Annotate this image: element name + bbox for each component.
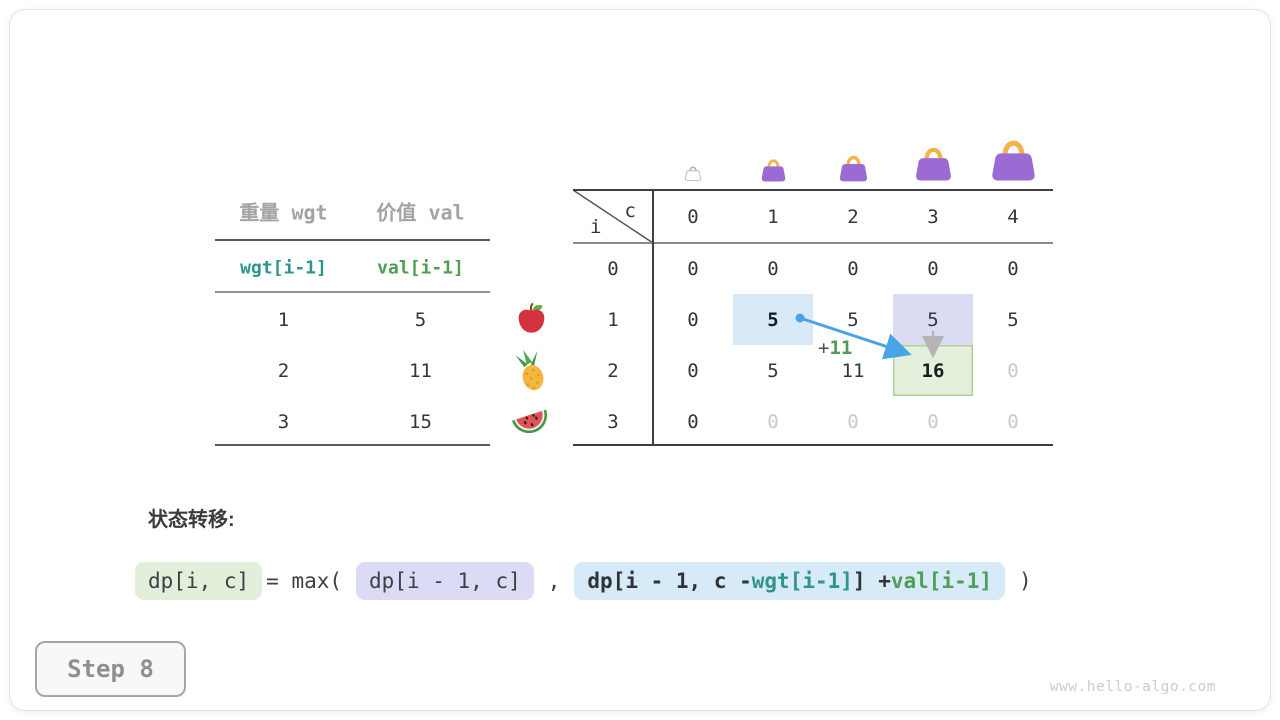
add-value-annotation: +11	[818, 337, 852, 359]
dp-col-header: 2	[847, 205, 859, 228]
item-table-var-weight: wgt[i-1]	[240, 257, 327, 279]
plus-sign: +	[818, 337, 830, 359]
bag-icon-medium	[839, 155, 868, 182]
dp-row-header: 0	[607, 257, 619, 280]
dp-cell: 0	[847, 257, 859, 280]
item-table-rule-top	[215, 239, 490, 241]
item-value: 5	[414, 309, 427, 331]
dp-cell: 0	[1007, 359, 1019, 382]
dp-cell: 0	[1007, 257, 1019, 280]
bag-icon-large	[916, 147, 951, 181]
watermelon-icon	[511, 409, 548, 434]
dp-col-header: 3	[927, 205, 939, 228]
corner-col-label: c	[624, 200, 636, 222]
dp-cell-source-take: 5	[733, 294, 813, 345]
bag-icon-small	[761, 159, 786, 182]
take-chip-wgt: wgt[i-1]	[751, 569, 853, 593]
dp-cell: 5	[767, 359, 779, 382]
corner-row-label: i	[590, 216, 602, 238]
added-value: 11	[829, 337, 853, 359]
formula-comma: ,	[547, 569, 561, 593]
dp-cell-source-keep: 5	[893, 294, 973, 345]
dp-cell: 0	[847, 410, 859, 433]
item-table-var-value: val[i-1]	[377, 257, 464, 279]
dp-row-header: 1	[607, 308, 619, 331]
dp-cell: 0	[687, 359, 699, 382]
dp-cell: 0	[687, 257, 699, 280]
item-table-header-value: 价值 val	[376, 200, 465, 225]
dp-cell: 5	[1007, 308, 1019, 331]
step-label: Step 8	[67, 655, 154, 683]
formula-keep-chip: dp[i - 1, c]	[356, 562, 534, 600]
item-table-rule-bottom	[215, 444, 490, 446]
dp-table-rule-header	[573, 242, 1053, 244]
state-transition-formula: dp[i, c] = max( dp[i - 1, c] , dp[i - 1,…	[135, 562, 1036, 600]
dp-table: c i 0 1 2 3 4 0 0 0 0 0 0 1 0 5 5 5 5 2 …	[573, 190, 1053, 447]
dp-corner-cell: c i	[573, 190, 653, 243]
dp-cell: 11	[841, 359, 865, 382]
empty-bag-icon	[685, 166, 701, 181]
take-chip-val: val[i-1]	[890, 569, 993, 593]
dp-cell: 0	[767, 410, 779, 433]
item-value: 15	[409, 411, 432, 433]
formula-take-chip: dp[i - 1, c - wgt[i-1]] + val[i-1]	[574, 562, 1006, 600]
formula-equals-max: = max(	[266, 569, 343, 593]
take-chip-prefix: dp[i - 1, c -	[587, 569, 752, 593]
bag-icon-xlarge	[992, 140, 1035, 181]
dp-cell: 0	[767, 257, 779, 280]
state-transition-label: 状态转移:	[148, 509, 235, 531]
item-table-rule-mid	[215, 291, 490, 293]
formula-close-paren: )	[1019, 569, 1032, 593]
dp-table-rule-top	[573, 189, 1053, 191]
watermark: www.hello-algo.com	[1049, 679, 1216, 695]
apple-icon	[518, 302, 545, 333]
dp-cell: 0	[687, 308, 699, 331]
dp-cell: 0	[927, 410, 939, 433]
item-weight: 3	[277, 411, 290, 433]
pineapple-icon	[515, 349, 544, 391]
item-table-header-weight: 重量 wgt	[239, 200, 328, 225]
dp-row-header: 3	[607, 410, 619, 433]
dp-col-header: 1	[767, 205, 779, 228]
dp-cell: 0	[927, 257, 939, 280]
formula-result-chip: dp[i, c]	[135, 562, 263, 600]
dp-row-header: 2	[607, 359, 619, 382]
dp-table-rule-vertical	[652, 189, 654, 446]
item-value: 11	[409, 360, 432, 382]
dp-cell: 0	[687, 410, 699, 433]
dp-cell: 0	[1007, 410, 1019, 433]
take-chip-mid: ] +	[852, 569, 891, 593]
dp-col-header: 4	[1007, 205, 1019, 228]
dp-col-header: 0	[687, 205, 699, 228]
dp-table-rule-bottom	[573, 444, 1053, 446]
dp-cell-current: 16	[893, 345, 973, 396]
corner-diagonal-line	[573, 190, 653, 243]
item-weight: 2	[277, 360, 290, 382]
item-weight: 1	[277, 309, 290, 331]
step-badge: Step 8	[35, 641, 186, 697]
